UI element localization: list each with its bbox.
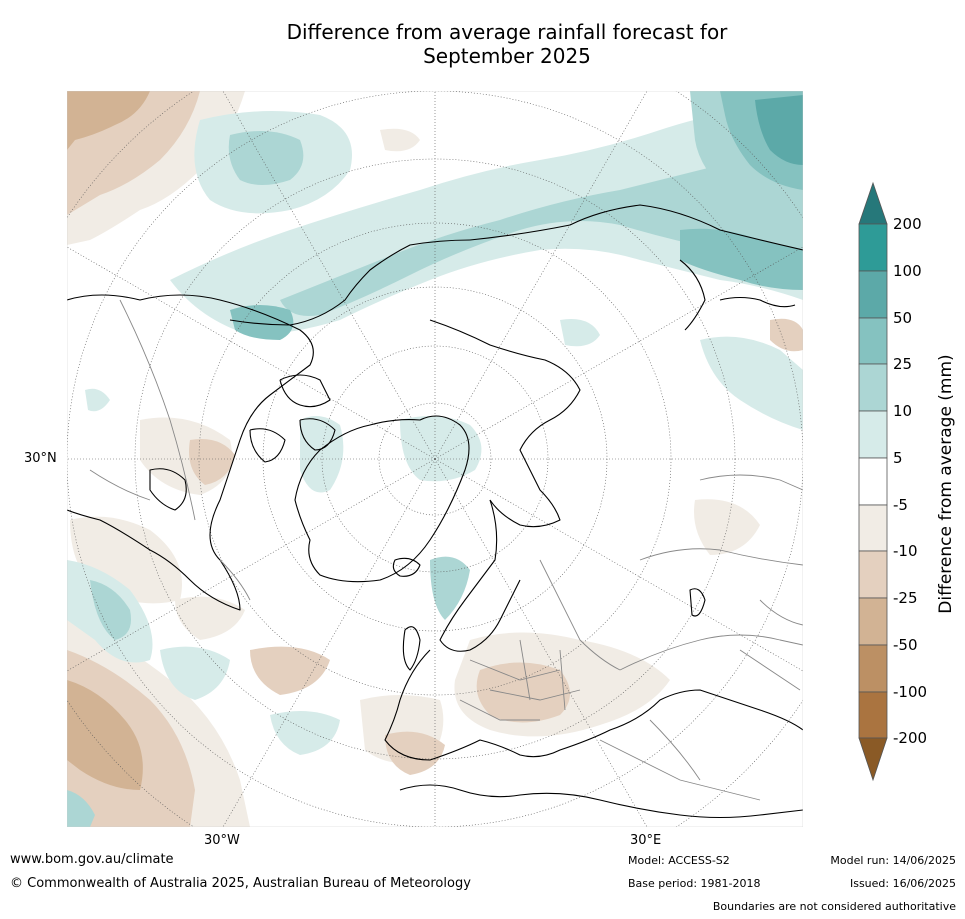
colorbar-segment-50-to-100	[858, 270, 888, 319]
border-kazakhstan	[639, 548, 803, 566]
border-middle-east	[599, 719, 761, 801]
dry-region-east-edge	[770, 318, 803, 352]
wet-region-pole	[400, 416, 482, 482]
footer-base-period: Base period: 1981-2018	[628, 877, 761, 890]
wet-region-pacific-south	[160, 646, 230, 700]
colorbar-segment-25-to-50	[858, 317, 888, 365]
wet-region-southwest-corner	[67, 790, 95, 827]
colorbar-segment-minus50-to-minus100	[858, 644, 888, 693]
coastline-alaska	[229, 239, 471, 326]
coastline-north-america	[67, 294, 314, 611]
wet-anomaly-fields	[67, 91, 803, 827]
colorbar-tick-minus200: -200	[893, 729, 928, 747]
dry-region-atlantic-north	[380, 128, 420, 152]
latitude-label-30n: 30°N	[24, 451, 57, 466]
wet-region-siberia-west	[560, 319, 600, 347]
colorbar-tick-25: 25	[893, 355, 913, 373]
coastline-scandinavia	[439, 499, 521, 652]
wet-region-north-atlantic-mid	[228, 131, 304, 185]
border-central-asia	[619, 634, 803, 671]
colorbar-tick-50: 50	[893, 309, 913, 327]
wet-region-northeast-core	[755, 95, 803, 165]
colorbar-segment-100-to-200	[858, 223, 888, 272]
footer-copyright: © Commonwealth of Australia 2025, Austra…	[10, 876, 471, 891]
colorbar-tick-10: 10	[893, 402, 913, 420]
coastline-greenland	[294, 415, 470, 583]
wet-region-norwegian-sea	[430, 556, 470, 620]
dry-region-pacific-west	[175, 596, 245, 640]
colorbar-tick-minus100: -100	[893, 683, 928, 701]
wet-band-arctic-ocean-mid	[280, 150, 803, 316]
colorbar-tick-5: 5	[893, 449, 903, 467]
dry-anomaly-fields	[67, 91, 803, 827]
coastline-siberia	[469, 204, 803, 251]
colorbar-title: Difference from average (mm)	[936, 354, 956, 614]
colorbar-segment-minus5-to-minus10	[858, 504, 888, 552]
colorbar-tick-minus5: -5	[893, 496, 908, 514]
border-south-asia	[739, 599, 803, 691]
longitude-label-30w: 30°W	[204, 833, 240, 848]
colorbar-segment-5-to-10	[858, 410, 888, 459]
wet-region-pacific-southeast	[270, 711, 340, 755]
wet-region-hudson	[85, 388, 110, 412]
coastline-britain	[402, 626, 421, 671]
figure-title: Difference from average rainfall forecas…	[200, 20, 814, 68]
colorbar-tick-minus25: -25	[893, 589, 918, 607]
dry-region-northwest-core	[67, 91, 150, 150]
coastline-iceland	[392, 557, 421, 577]
border-europe-grid	[459, 639, 581, 721]
colorbar-segment-minus100-to-minus200	[858, 691, 888, 739]
wet-region-alaska	[230, 305, 294, 340]
colorbar-tick-minus50: -50	[893, 636, 918, 654]
map-panel	[67, 91, 803, 827]
colorbar-tick-200: 200	[893, 215, 922, 233]
dry-region-north-america-core	[189, 439, 235, 485]
colorbar-extend-bottom	[858, 737, 888, 782]
footer-model: Model: ACCESS-S2	[628, 854, 730, 867]
dry-region-mediterranean	[385, 731, 445, 775]
colorbar-tick-100: 100	[893, 262, 922, 280]
footer-model-run: Model run: 14/06/2025	[830, 854, 956, 867]
footer-website: www.bom.gov.au/climate	[10, 852, 174, 867]
coastline-east-asia	[679, 259, 796, 331]
figure-title-line2: September 2025	[423, 44, 591, 68]
wet-region-greenland-coast	[300, 416, 344, 493]
colorbar-segment-minus10-to-minus25	[858, 550, 888, 599]
latitude-circle-80	[378, 402, 492, 516]
latitude-circle-50	[198, 222, 672, 696]
figure-title-line1: Difference from average rainfall forecas…	[286, 20, 728, 44]
coastlines	[67, 204, 803, 819]
national-borders	[89, 299, 803, 801]
wet-region-central-asia	[700, 336, 803, 430]
dry-region-pacific	[250, 646, 330, 695]
longitude-label-30e: 30°E	[630, 833, 662, 848]
dry-region-europe-core	[476, 662, 570, 723]
coastline-hudson-bay	[149, 468, 187, 511]
graticule	[67, 91, 803, 827]
wet-region-pacific-mid	[90, 580, 131, 640]
dry-region-southwest-core	[67, 680, 143, 790]
border-russia-west	[539, 559, 621, 671]
footer-issued: Issued: 16/06/2025	[849, 877, 956, 890]
colorbar-extend-top	[858, 181, 888, 225]
wet-band-arctic-ocean	[170, 100, 803, 335]
dry-region-asia-east	[694, 499, 760, 555]
coastline-canadian-archipelago	[249, 374, 336, 463]
colorbar-segment-minus25-to-minus50	[858, 597, 888, 646]
colorbar-segment-neutral	[858, 457, 888, 506]
colorbar-segment-10-to-25	[858, 363, 888, 412]
coastline-russia-arctic	[429, 319, 581, 528]
latitude-circle-70	[321, 345, 549, 573]
colorbar-tick-minus10: -10	[893, 542, 918, 560]
footer-disclaimer: Boundaries are not considered authoritat…	[712, 900, 956, 913]
coastline-europe	[384, 649, 803, 761]
colorbar	[858, 181, 888, 782]
coastline-mediterranean	[399, 784, 803, 819]
coastline-caspian	[689, 588, 706, 617]
border-mongolia	[699, 474, 803, 491]
border-north-america	[89, 299, 251, 601]
wet-band-siberia-core	[680, 228, 803, 290]
